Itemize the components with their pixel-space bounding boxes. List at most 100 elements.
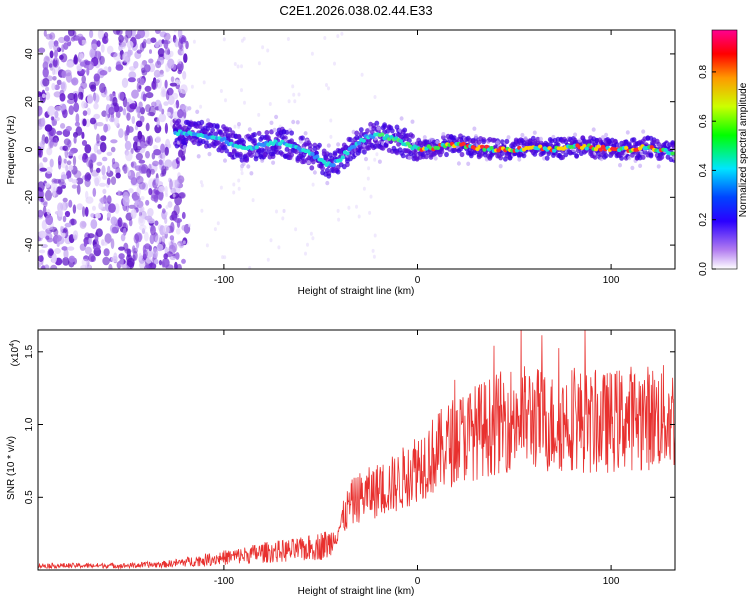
- noise-blob: [89, 30, 94, 38]
- noise-blob: [111, 226, 118, 234]
- noise-blob: [92, 187, 97, 197]
- ridge-fringe: [625, 130, 630, 135]
- ridge-core: [552, 148, 557, 153]
- noise-blob: [136, 49, 142, 54]
- noise-blob: [54, 234, 62, 242]
- noise-blob: [38, 255, 44, 262]
- haze-blob: [266, 257, 270, 262]
- haze-blob: [269, 238, 273, 243]
- noise-blob: [165, 47, 170, 55]
- ridge-fringe: [196, 154, 201, 159]
- noise-blob: [165, 90, 170, 101]
- noise-blob: [84, 60, 91, 66]
- noise-blob: [122, 227, 127, 236]
- ridge-fringe: [410, 119, 415, 124]
- noise-blob: [100, 196, 108, 205]
- noise-blob: [161, 108, 165, 115]
- noise-blob: [61, 44, 65, 53]
- noise-blob: [98, 182, 107, 187]
- noise-blob: [121, 77, 129, 88]
- spectrogram-ytick-label: 0: [24, 146, 35, 152]
- noise-blob: [39, 167, 47, 172]
- noise-blob: [145, 199, 150, 206]
- noise-blob: [176, 63, 182, 70]
- ridge-fringe: [272, 127, 277, 133]
- noise-blob: [164, 79, 168, 89]
- ridge-fringe: [364, 156, 368, 162]
- haze-blob: [347, 205, 351, 210]
- noise-blob: [73, 170, 82, 179]
- noise-blob: [133, 196, 141, 202]
- noise-blob: [154, 234, 162, 245]
- noise-blob: [167, 58, 175, 69]
- noise-blob: [109, 117, 116, 123]
- noise-blob: [102, 256, 110, 266]
- ridge-fringe: [517, 157, 522, 162]
- haze-blob: [168, 241, 172, 246]
- noise-blob: [82, 206, 86, 218]
- noise-blob: [39, 249, 46, 254]
- ridge-halo: [238, 151, 243, 157]
- noise-blob: [112, 30, 121, 35]
- noise-blob: [129, 127, 133, 133]
- spectrogram-ytick-label: -20: [24, 190, 35, 205]
- noise-blob: [61, 246, 68, 251]
- noise-blob: [157, 48, 165, 57]
- noise-blob: [114, 104, 120, 113]
- noise-blob: [93, 175, 101, 184]
- noise-blob: [61, 174, 68, 180]
- spectrogram-xtick-label: 0: [415, 275, 421, 286]
- haze-blob: [216, 221, 220, 226]
- colorbar-tick-label: 0.4: [698, 163, 709, 177]
- noise-blob: [146, 136, 151, 145]
- noise-blob: [170, 221, 175, 233]
- noise-blob: [182, 70, 187, 80]
- noise-blob: [142, 249, 148, 259]
- haze-blob: [357, 214, 361, 219]
- noise-blob: [167, 143, 172, 149]
- spectrogram-axes: -100 0 100 -40 -20 0 20 40: [24, 30, 675, 286]
- noise-blob: [66, 60, 74, 68]
- noise-blob: [155, 41, 160, 48]
- ridge-core: [175, 132, 180, 137]
- noise-blob: [163, 39, 169, 49]
- spectrogram-panel: -100 0 100 -40 -20 0 20 40 Height of straight l…: [6, 29, 676, 297]
- haze-blob: [165, 193, 169, 197]
- ridge-fringe: [306, 160, 311, 165]
- ridge-halo: [236, 133, 242, 140]
- ridge-halo: [264, 130, 270, 136]
- ridge-halo: [671, 144, 675, 150]
- noise-blob: [138, 159, 146, 164]
- noise-blob: [54, 116, 60, 122]
- noise-blob: [138, 181, 146, 190]
- noise-blob: [93, 93, 100, 104]
- colorbar-tick-label: 0.6: [698, 114, 709, 128]
- ridge-halo: [620, 150, 626, 156]
- ridge-halo: [230, 130, 236, 136]
- noise-blob: [102, 156, 108, 162]
- noise-blob: [93, 102, 99, 110]
- ridge-core: [384, 133, 390, 138]
- ridge-halo: [400, 153, 406, 159]
- noise-blob: [54, 84, 60, 91]
- noise-blob: [57, 178, 65, 185]
- noise-blob: [107, 66, 112, 73]
- ridge-halo: [374, 120, 380, 126]
- ridge-halo: [210, 127, 216, 133]
- noise-blob: [145, 150, 150, 159]
- noise-blob: [130, 208, 137, 219]
- spectrogram-ytick-label: 40: [24, 48, 35, 60]
- haze-blob: [266, 48, 270, 53]
- noise-blob: [127, 77, 136, 83]
- noise-blob: [93, 73, 101, 82]
- ridge-fringe: [456, 161, 461, 166]
- ridge-halo: [659, 154, 665, 160]
- noise-blob: [137, 30, 146, 39]
- noise-blob: [110, 139, 118, 144]
- haze-blob: [311, 236, 315, 241]
- noise-blob: [67, 139, 72, 148]
- noise-blob: [139, 115, 145, 123]
- ridge-fringe: [520, 132, 525, 138]
- ridge-halo: [244, 157, 250, 163]
- ridge-halo: [176, 118, 182, 124]
